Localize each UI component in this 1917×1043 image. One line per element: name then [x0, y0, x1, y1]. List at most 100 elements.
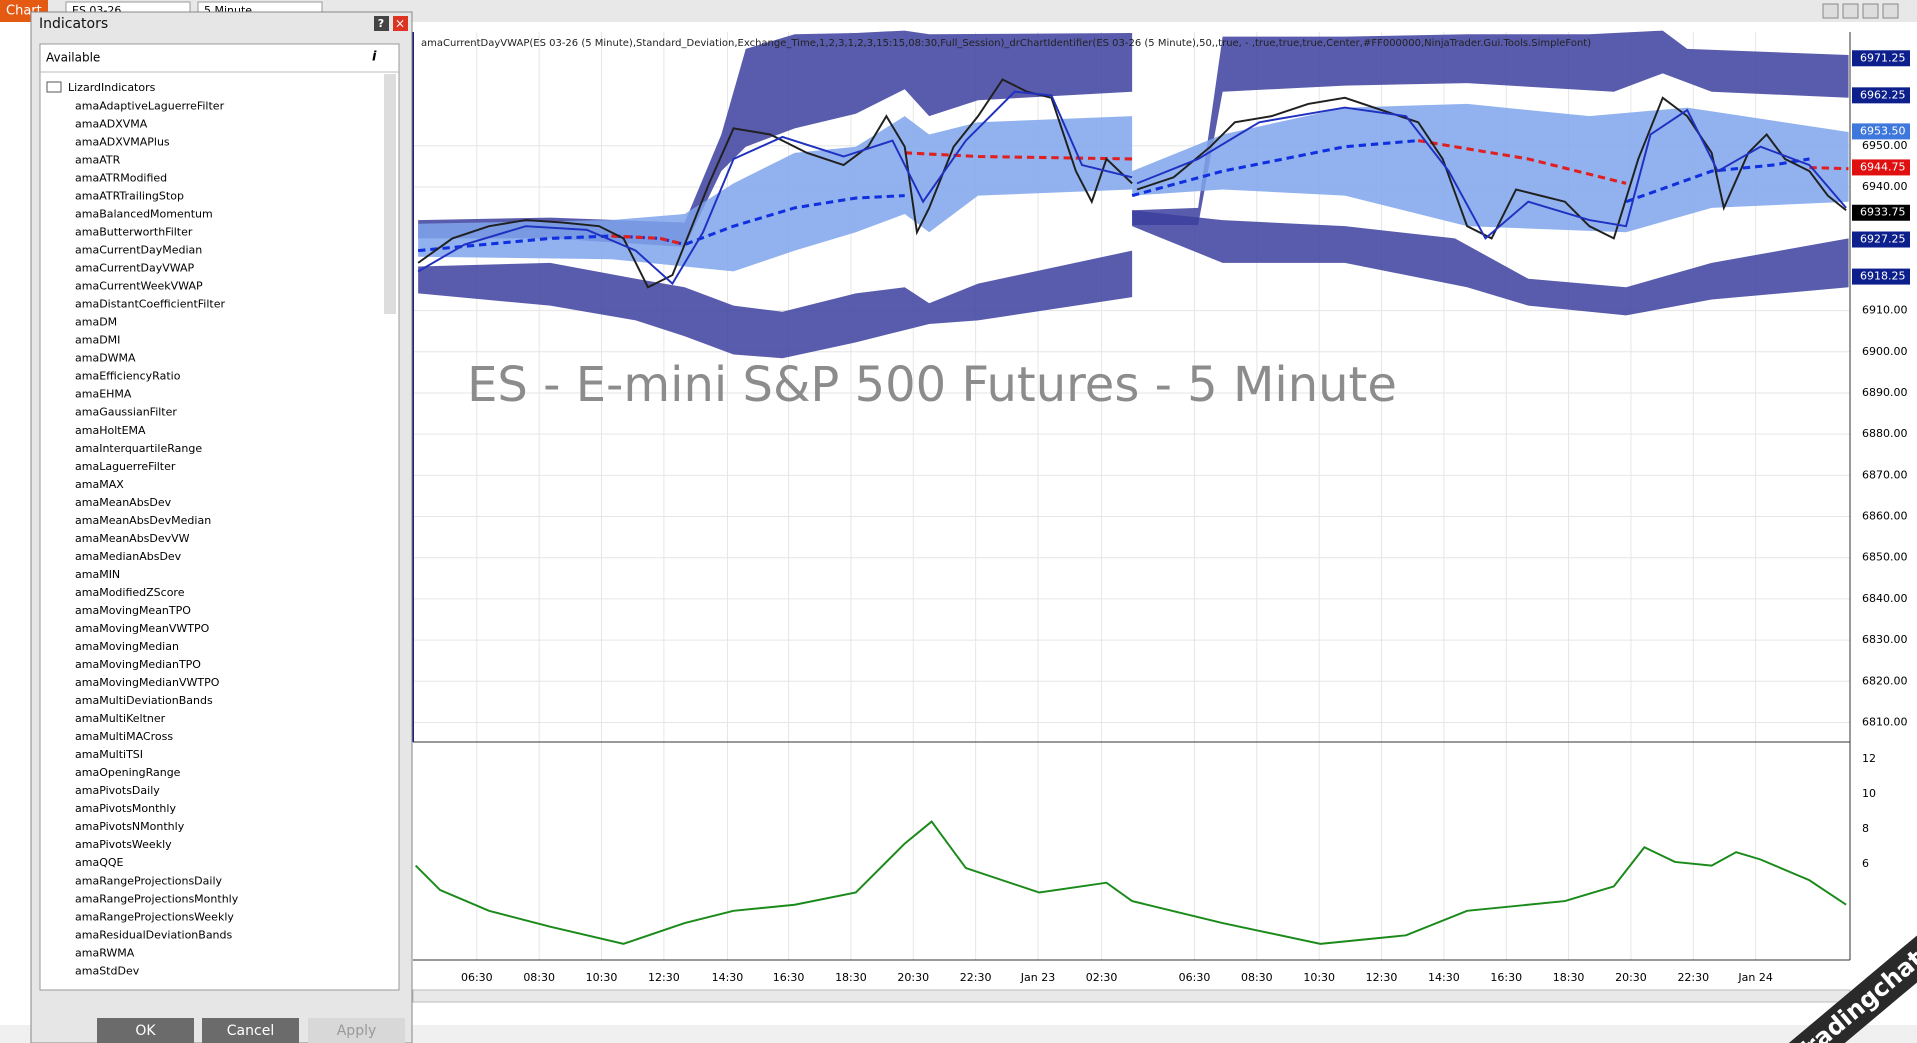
indicator-item[interactable]: amaMultiDeviationBands — [75, 694, 213, 707]
indicator-item[interactable]: amaRangeProjectionsDaily — [75, 874, 223, 887]
price-label: 6840.00 — [1862, 592, 1908, 605]
indicator-item[interactable]: amaDM — [75, 316, 117, 329]
indicator-item[interactable]: amaMovingMedianTPO — [75, 658, 201, 671]
indicator-item[interactable]: amaATRModified — [75, 171, 167, 184]
window-controls — [1822, 3, 1899, 19]
dialog-button-label[interactable]: OK — [135, 1023, 156, 1039]
indicator-item[interactable]: amaModifiedZScore — [75, 586, 185, 599]
indicator-item[interactable]: amaRangeProjectionsMonthly — [75, 892, 239, 905]
indicator-item[interactable]: amaBalancedMomentum — [75, 208, 213, 221]
indicator-item[interactable]: amaMeanAbsDevVW — [75, 532, 190, 545]
list-scrollbar[interactable] — [384, 74, 396, 314]
time-label: 06:30 — [1179, 971, 1211, 984]
close-button[interactable] — [1882, 3, 1899, 19]
time-label: 20:30 — [1615, 971, 1647, 984]
close-icon[interactable]: × — [395, 17, 405, 31]
oscillator-label: 10 — [1862, 787, 1876, 800]
indicator-item[interactable]: amaMovingMedian — [75, 640, 179, 653]
indicator-item[interactable]: amaStdDev — [75, 964, 140, 977]
dialog-button-label[interactable]: Cancel — [227, 1023, 274, 1039]
help-icon[interactable]: ? — [378, 17, 384, 30]
indicator-item[interactable]: amaResidualDeviationBands — [75, 928, 233, 941]
indicator-item[interactable]: amaInterquartileRange — [75, 442, 202, 455]
dialog-button[interactable] — [202, 1018, 299, 1043]
oscillator-label: 8 — [1862, 822, 1869, 835]
indicator-item[interactable]: amaATRTrailingStop — [75, 190, 184, 203]
folder-label[interactable]: LizardIndicators — [68, 81, 156, 94]
indicator-item[interactable]: amaRWMA — [75, 946, 135, 959]
indicator-item[interactable]: amaMovingMeanTPO — [75, 604, 191, 617]
indicator-item[interactable]: amaPivotsDaily — [75, 784, 160, 797]
scrollbar[interactable] — [412, 989, 1851, 1003]
indicator-item[interactable]: amaEfficiencyRatio — [75, 370, 181, 383]
help-button[interactable] — [374, 16, 389, 31]
indicator-item[interactable]: amaMeanAbsDev — [75, 496, 172, 509]
time-label: 22:30 — [960, 971, 992, 984]
price-line — [1136, 96, 1847, 240]
dialog-close[interactable] — [393, 16, 408, 31]
minimize-button[interactable] — [1822, 3, 1839, 19]
price-marker — [1852, 123, 1910, 140]
indicator-item[interactable]: amaPivotsNMonthly — [75, 820, 185, 833]
indicator-item[interactable]: amaCurrentWeekVWAP — [75, 280, 203, 293]
indicator-item[interactable]: amaQQE — [75, 856, 124, 869]
indicator-item[interactable]: amaDMI — [75, 334, 120, 347]
indicator-item[interactable]: amaMeanAbsDevMedian — [75, 514, 211, 527]
oscillator-label: 6 — [1862, 857, 1869, 870]
indicator-item[interactable]: amaMultiMACross — [75, 730, 173, 743]
oscillator-line — [414, 820, 1847, 945]
price-marker — [1852, 159, 1910, 176]
price-plot — [417, 30, 1849, 359]
indicator-item[interactable]: amaOpeningRange — [75, 766, 181, 779]
price-marker-label: 6971.25 — [1860, 51, 1906, 64]
indicator-item[interactable]: amaMultiTSI — [75, 748, 143, 761]
indicator-item[interactable]: amaHoltEMA — [75, 424, 146, 437]
indicator-item[interactable]: amaMIN — [75, 568, 120, 581]
indicator-label: amaCurrentDayVWAP(ES 03-26 (5 Minute),St… — [421, 38, 1591, 49]
price-label: 6890.00 — [1862, 386, 1908, 399]
available-panel — [39, 43, 400, 991]
time-label: 14:30 — [1428, 971, 1460, 984]
indicator-item[interactable]: amaGaussianFilter — [75, 406, 177, 419]
maximize-button[interactable] — [1862, 3, 1879, 19]
indicator-item[interactable]: amaDistantCoefficientFilter — [75, 298, 225, 311]
indicator-item[interactable]: amaMedianAbsDev — [75, 550, 182, 563]
watermark: ES - E-mini S&P 500 Futures - 5 Minute — [467, 357, 1397, 413]
indicator-item[interactable]: amaDWMA — [75, 352, 136, 365]
indicator-item[interactable]: amaPivotsWeekly — [75, 838, 172, 851]
price-marker-label: 6962.25 — [1860, 88, 1906, 101]
indicator-item[interactable]: amaMovingMeanVWTPO — [75, 622, 210, 635]
axes: 6950.00 6940.00 6910.00 6900.00 6890.00 6880.… — [461, 50, 1910, 984]
indicator-item[interactable]: amaATR — [75, 153, 121, 166]
indicator-item[interactable]: amaLaguerreFilter — [75, 460, 176, 473]
time-label: 12:30 — [648, 971, 680, 984]
minimize-all-button[interactable] — [1842, 3, 1859, 19]
time-label: 06:30 — [461, 971, 493, 984]
time-label: 18:30 — [1553, 971, 1585, 984]
price-label: 6850.00 — [1862, 551, 1908, 564]
price-marker — [1852, 268, 1910, 285]
indicator-item[interactable]: amaAdaptiveLaguerreFilter — [75, 99, 225, 112]
dialog-button[interactable] — [97, 1018, 194, 1043]
indicator-item[interactable]: amaADXVMA — [75, 117, 148, 130]
price-marker — [1852, 231, 1910, 248]
indicator-item[interactable]: amaEHMA — [75, 388, 132, 401]
indicator-item[interactable]: amaCurrentDayMedian — [75, 244, 202, 257]
vwap-line — [904, 151, 1133, 161]
indicator-item[interactable]: amaRangeProjectionsWeekly — [75, 910, 234, 923]
dialog-button — [308, 1018, 405, 1043]
price-marker-label: 6918.25 — [1860, 270, 1906, 283]
info-icon[interactable]: i — [372, 50, 377, 65]
oscillator-label: 12 — [1862, 752, 1876, 765]
toolbar — [0, 0, 1917, 22]
indicator-item[interactable]: amaADXVMAPlus — [75, 135, 170, 148]
time-label: 10:30 — [1303, 971, 1335, 984]
indicator-item[interactable]: amaMultiKeltner — [75, 712, 166, 725]
indicator-item[interactable]: amaButterworthFilter — [75, 226, 193, 239]
upper-band — [1132, 30, 1849, 225]
indicator-item[interactable]: amaCurrentDayVWAP — [75, 262, 195, 275]
price-label: 6880.00 — [1862, 427, 1908, 440]
indicator-item[interactable]: amaMovingMedianVWTPO — [75, 676, 220, 689]
indicator-item[interactable]: amaPivotsMonthly — [75, 802, 176, 815]
indicator-item[interactable]: amaMAX — [75, 478, 124, 491]
